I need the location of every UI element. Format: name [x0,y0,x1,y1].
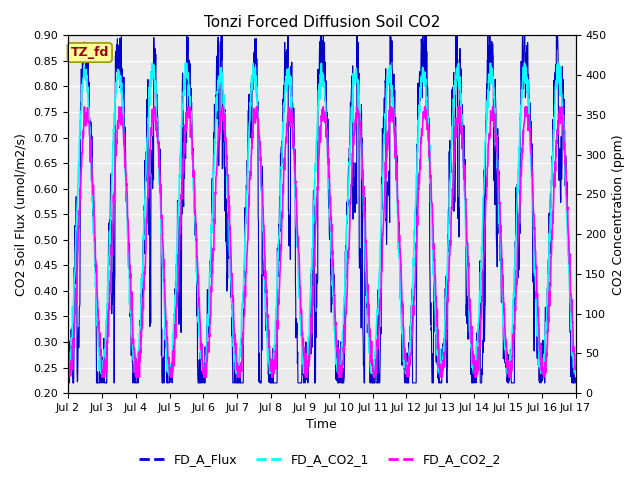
Text: TZ_fd: TZ_fd [70,46,109,59]
X-axis label: Time: Time [307,419,337,432]
Y-axis label: CO2 Concentration (ppm): CO2 Concentration (ppm) [612,134,625,295]
Y-axis label: CO2 Soil Flux (umol/m2/s): CO2 Soil Flux (umol/m2/s) [15,133,28,296]
Legend: FD_A_Flux, FD_A_CO2_1, FD_A_CO2_2: FD_A_Flux, FD_A_CO2_1, FD_A_CO2_2 [134,448,506,471]
Title: Tonzi Forced Diffusion Soil CO2: Tonzi Forced Diffusion Soil CO2 [204,15,440,30]
